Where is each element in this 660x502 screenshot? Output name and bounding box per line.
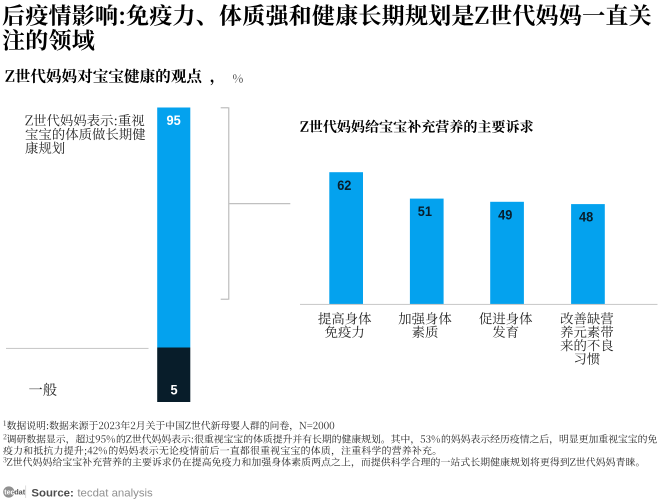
svg-text:48: 48	[579, 209, 593, 224]
svg-text:tec: tec	[4, 490, 14, 497]
svg-text:62: 62	[337, 177, 351, 192]
svg-text:95: 95	[166, 113, 180, 128]
svg-text:Source:: Source:	[31, 487, 73, 499]
svg-text:51: 51	[418, 204, 432, 219]
svg-text:5: 5	[170, 382, 177, 397]
svg-text:tecdat analysis: tecdat analysis	[77, 487, 153, 499]
svg-text:dat: dat	[14, 488, 26, 497]
svg-text:49: 49	[498, 207, 512, 222]
